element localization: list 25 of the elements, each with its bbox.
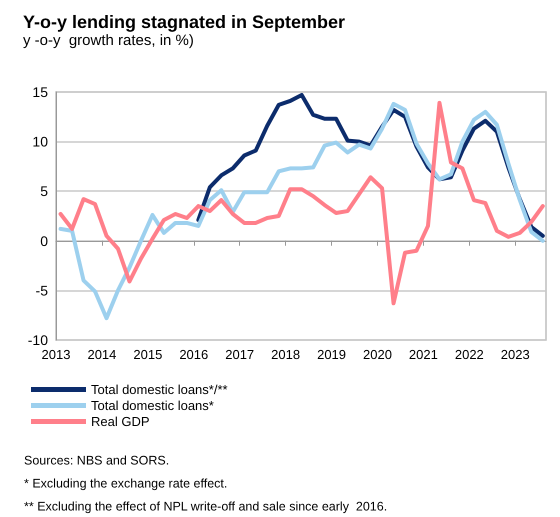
x-tick-label: 2022	[454, 347, 484, 362]
y-tick-label: 10	[32, 134, 48, 150]
y-tick-label: 15	[32, 84, 48, 100]
x-tick-label: 2020	[363, 347, 392, 362]
y-tick-label: -10	[28, 332, 48, 348]
x-tick-label: 2016	[179, 347, 208, 362]
y-tick-label: -5	[36, 282, 48, 298]
x-tick-label: 2014	[87, 347, 116, 362]
x-tick-label: 2023	[500, 347, 530, 362]
chart-subtitle: y -o-y growth rates, in %)	[23, 32, 194, 49]
chart-title: Y-o-y lending stagnated in September	[23, 12, 346, 32]
text: ** Excluding the effect of NPL write-off and sale since early 2016.	[24, 500, 388, 514]
x-tick-label: 2013	[42, 347, 70, 362]
y-tick-label: 0	[40, 232, 48, 249]
x-tick-label: 2015	[133, 347, 162, 362]
legend-label: Real GDP	[91, 414, 150, 429]
x-tick-label: 2021	[408, 347, 438, 362]
x-tick-label: 2017	[225, 347, 254, 362]
x-tick-label: 2019	[317, 347, 346, 362]
legend-label: Total domestic loans*	[91, 398, 214, 413]
legend-label: Total domestic loans*/**	[91, 382, 228, 397]
text: * Excluding the exchange rate effect.	[24, 476, 228, 490]
source-note: Sources: NBS and SORS.	[24, 454, 170, 468]
x-tick-label: 2018	[271, 347, 300, 362]
y-tick-label: 5	[40, 183, 48, 200]
